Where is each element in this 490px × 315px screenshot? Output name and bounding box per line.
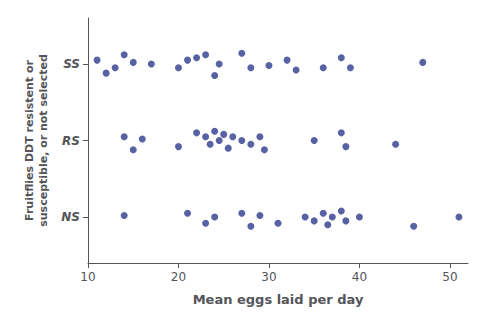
svg-text:40: 40 [352,270,367,284]
svg-text:SS: SS [63,57,80,71]
svg-text:20: 20 [171,270,186,284]
svg-text:susceptible, or not selected: susceptible, or not selected [37,54,50,227]
svg-text:10: 10 [80,270,95,284]
svg-text:Mean eggs laid per day: Mean eggs laid per day [193,292,364,307]
svg-text:50: 50 [442,270,457,284]
svg-text:RS: RS [62,134,80,148]
svg-text:Fruitflies DDT resistent or: Fruitflies DDT resistent or [23,60,36,221]
svg-text:30: 30 [261,270,276,284]
svg-text:NS: NS [61,210,80,224]
